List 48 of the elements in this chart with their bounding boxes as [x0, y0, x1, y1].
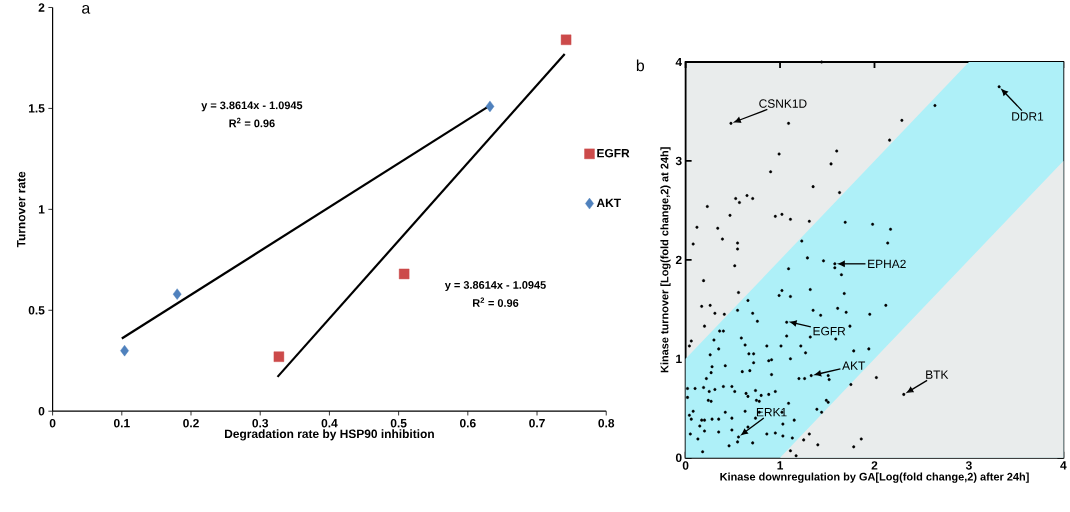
x-tick-label: 3	[965, 461, 972, 470]
x-tick-label: 0.3	[252, 418, 269, 428]
x-tick-label: 0.1	[113, 418, 130, 428]
annotation: y = 3.8614x - 1.0945	[201, 101, 303, 112]
y-tick-label: 2	[38, 3, 45, 12]
x-tick-label: 2	[871, 461, 878, 470]
y-tick-label: 1	[676, 354, 682, 363]
x-tick-label: 4	[1060, 461, 1067, 470]
annotation: R$^{2}$ = 0.96	[229, 117, 275, 128]
y-tick-label: 0.5	[28, 305, 45, 315]
y-tick-label: 2	[675, 255, 682, 264]
legend-label: EGFR	[597, 148, 630, 158]
point	[560, 34, 572, 45]
annotation: DDR1	[1012, 112, 1044, 121]
annotation: y = 3.8614x - 1.0945	[444, 281, 546, 291]
x-tick-label: 0	[682, 461, 689, 470]
x-tick-label: 0.8	[598, 418, 615, 428]
point	[485, 100, 495, 113]
x-tick-label: 1	[777, 461, 784, 470]
x-tick-label: 0.6	[459, 418, 476, 428]
legend-label: AKT	[596, 198, 621, 207]
y-axis-title: Turnover rate	[17, 171, 26, 248]
y-tick-label: 0	[675, 453, 682, 462]
y-tick-label: 0	[38, 406, 45, 416]
x-axis-title: Kinase downregulation by GA[Log(fold change,2) after 24h]	[720, 472, 1029, 483]
x-axis-title: Degradation rate by HSP90 inhibition	[225, 429, 434, 441]
y-tick-label: 1.5	[28, 104, 45, 113]
chart-title: b	[636, 59, 645, 72]
x-tick-label: 0	[49, 418, 56, 428]
annotation: EPHA2	[868, 259, 906, 268]
y-tick-label: 4	[675, 57, 683, 67]
annotation: EGFR	[813, 326, 846, 336]
x-tick-label: 0.2	[183, 418, 199, 428]
x-tick-label: 0.7	[529, 418, 545, 428]
point	[273, 351, 285, 362]
annotation: R$^{2}$ = 0.96	[473, 297, 519, 307]
annotation: CSNK1D	[759, 99, 807, 108]
point	[398, 268, 410, 280]
x-tick-label: 0.5	[390, 418, 407, 428]
annotation: ERK1	[756, 408, 787, 417]
y-tick-label: 3	[675, 156, 682, 166]
y-tick-label: 1	[38, 205, 45, 214]
y-axis-title: Kinase turnover [Log(fold change,2) at 24h]	[660, 147, 671, 373]
annotation: AKT	[842, 361, 866, 370]
annotation: BTK	[926, 370, 949, 379]
chart-title: a	[82, 4, 91, 14]
x-tick-label: 0.4	[321, 418, 338, 428]
point	[172, 288, 182, 300]
